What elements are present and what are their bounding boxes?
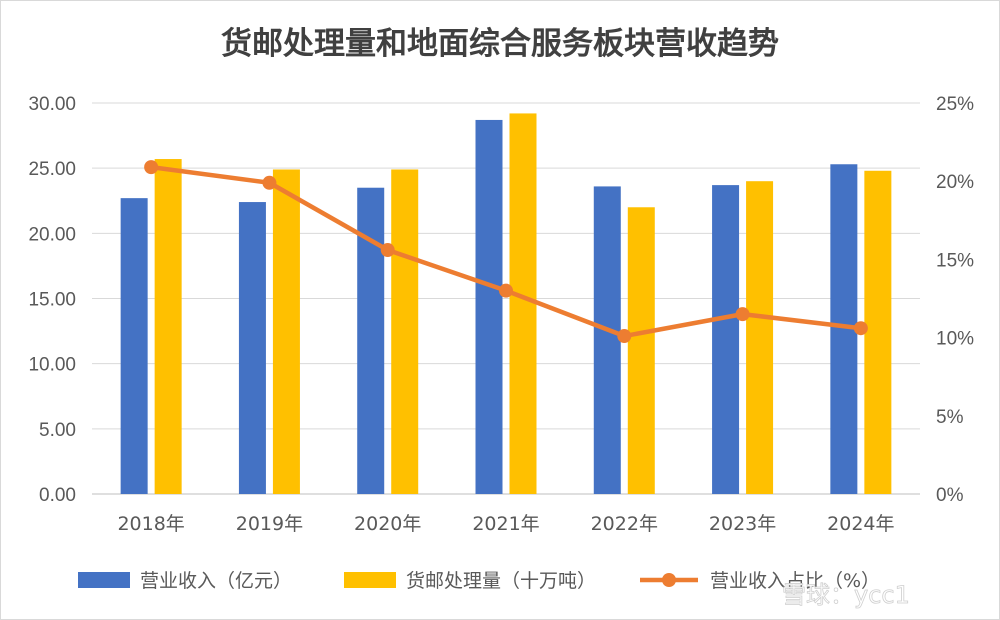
line-point	[262, 175, 277, 190]
y-left-tick-label: 0.00	[39, 485, 76, 506]
x-tick-label: 2019年	[236, 513, 303, 535]
x-tick-label: 2018年	[117, 513, 184, 535]
y-right-tick-label: 15%	[936, 250, 974, 271]
legend-label: 营业收入占比（%）	[710, 570, 880, 592]
y-right-tick-label: 10%	[936, 329, 974, 350]
y-right-tick-label: 0%	[936, 485, 964, 506]
bar-revenue	[120, 198, 148, 495]
line-point	[735, 307, 750, 322]
bar-cargo-volume	[272, 169, 300, 494]
y-right-tick-label: 5%	[936, 407, 964, 428]
y-left-tick-label: 10.00	[28, 355, 76, 376]
line-point	[853, 321, 868, 336]
bar-revenue	[475, 119, 503, 495]
x-tick-label: 2024年	[827, 513, 894, 535]
line-point	[380, 243, 395, 258]
x-tick-label: 2021年	[472, 513, 539, 535]
y-left-tick-label: 30.00	[28, 94, 76, 115]
y-right-tick-label: 25%	[936, 94, 974, 115]
y-left-tick-label: 20.00	[28, 224, 76, 245]
bar-cargo-volume	[627, 207, 655, 494]
legend-label: 货邮处理量（十万吨）	[406, 570, 596, 592]
legend-swatch	[344, 572, 396, 588]
bar-cargo-volume	[746, 181, 774, 494]
y-axis-right: 0% 5% 10% 15% 20% 25%	[936, 94, 974, 506]
bar-cargo-volume	[864, 170, 892, 495]
chart-title: 货邮处理量和地面综合服务板块营收趋势	[221, 26, 779, 62]
bar-cargo-volume	[154, 159, 182, 494]
y-left-tick-label: 5.00	[39, 420, 76, 441]
legend-label: 营业收入（亿元）	[140, 570, 292, 592]
x-tick-label: 2023年	[709, 513, 776, 535]
bar-cargo-volume	[391, 169, 419, 494]
gridlines	[92, 102, 920, 495]
bar-revenue	[593, 186, 621, 494]
y-left-tick-label: 25.00	[28, 159, 76, 180]
legend: 营业收入（亿元） 货邮处理量（十万吨） 营业收入占比（%）	[78, 570, 880, 592]
bars	[120, 113, 892, 495]
line-series	[144, 160, 868, 344]
x-tick-label: 2020年	[354, 513, 421, 535]
bar-cargo-volume	[509, 113, 537, 494]
line-point	[499, 283, 513, 298]
legend-swatch-marker	[662, 573, 676, 587]
bar-revenue	[238, 202, 266, 494]
watermark: 雪球：ycc1	[782, 581, 910, 609]
y-axis-left: 0.00 5.00 10.00 15.00 20.00 25.00 30.00	[28, 94, 76, 506]
x-axis: 2018年 2019年 2020年 2021年 2022年 2023年 2024年	[117, 513, 894, 535]
y-right-tick-label: 20%	[936, 172, 974, 193]
legend-swatch	[78, 572, 130, 588]
x-tick-label: 2022年	[591, 513, 658, 535]
line-point	[617, 329, 632, 344]
bar-revenue	[712, 185, 740, 495]
y-left-tick-label: 15.00	[28, 290, 76, 311]
line-point	[144, 160, 159, 175]
